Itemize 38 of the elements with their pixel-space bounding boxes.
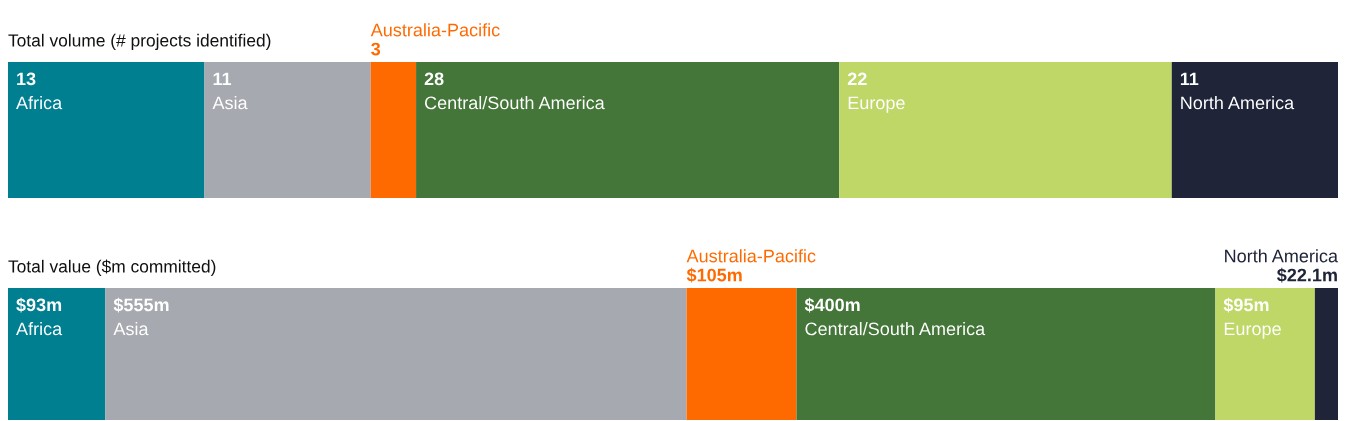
data-label: $93m xyxy=(16,297,62,313)
bar xyxy=(105,288,687,420)
series-label: Central/South America xyxy=(424,96,605,110)
bar xyxy=(839,62,1172,198)
series-label: Asia xyxy=(212,96,248,110)
series-label: Africa xyxy=(16,96,63,110)
series-label: Europe xyxy=(848,96,905,113)
data-label: 13 xyxy=(17,72,36,86)
series-label: North America xyxy=(1225,249,1338,263)
data-label: $22.1m xyxy=(1277,267,1337,283)
series-label: North America xyxy=(1181,96,1295,110)
bar xyxy=(1215,288,1315,420)
series-label: Australia-Pacific xyxy=(686,249,816,263)
bar xyxy=(204,62,371,198)
series-label: Australia-Pacific xyxy=(370,23,500,37)
bar xyxy=(416,62,840,198)
data-label: 11 xyxy=(1180,72,1199,86)
bar xyxy=(686,288,797,420)
data-label: 3 xyxy=(371,42,381,56)
series-label: Asia xyxy=(113,322,149,336)
series-label: Central/South America xyxy=(805,322,986,336)
series-label: Europe xyxy=(1224,322,1281,339)
data-label: $555m xyxy=(113,297,169,313)
data-label: 28 xyxy=(424,72,444,86)
data-label: 22 xyxy=(847,72,867,86)
bar xyxy=(370,62,417,198)
bar xyxy=(8,288,106,420)
chart-title: Total volume (# projects identified) xyxy=(8,33,271,50)
series-label: Africa xyxy=(16,322,63,336)
bar xyxy=(8,62,205,198)
bar xyxy=(1171,62,1338,198)
data-label: 11 xyxy=(213,72,232,86)
data-label: $95m xyxy=(1223,297,1269,313)
data-label: $105m xyxy=(686,267,742,283)
chart-title: Total value ($m committed) xyxy=(8,259,216,276)
bar xyxy=(796,288,1216,420)
bar xyxy=(1314,288,1338,420)
data-label: $400m xyxy=(804,297,860,313)
